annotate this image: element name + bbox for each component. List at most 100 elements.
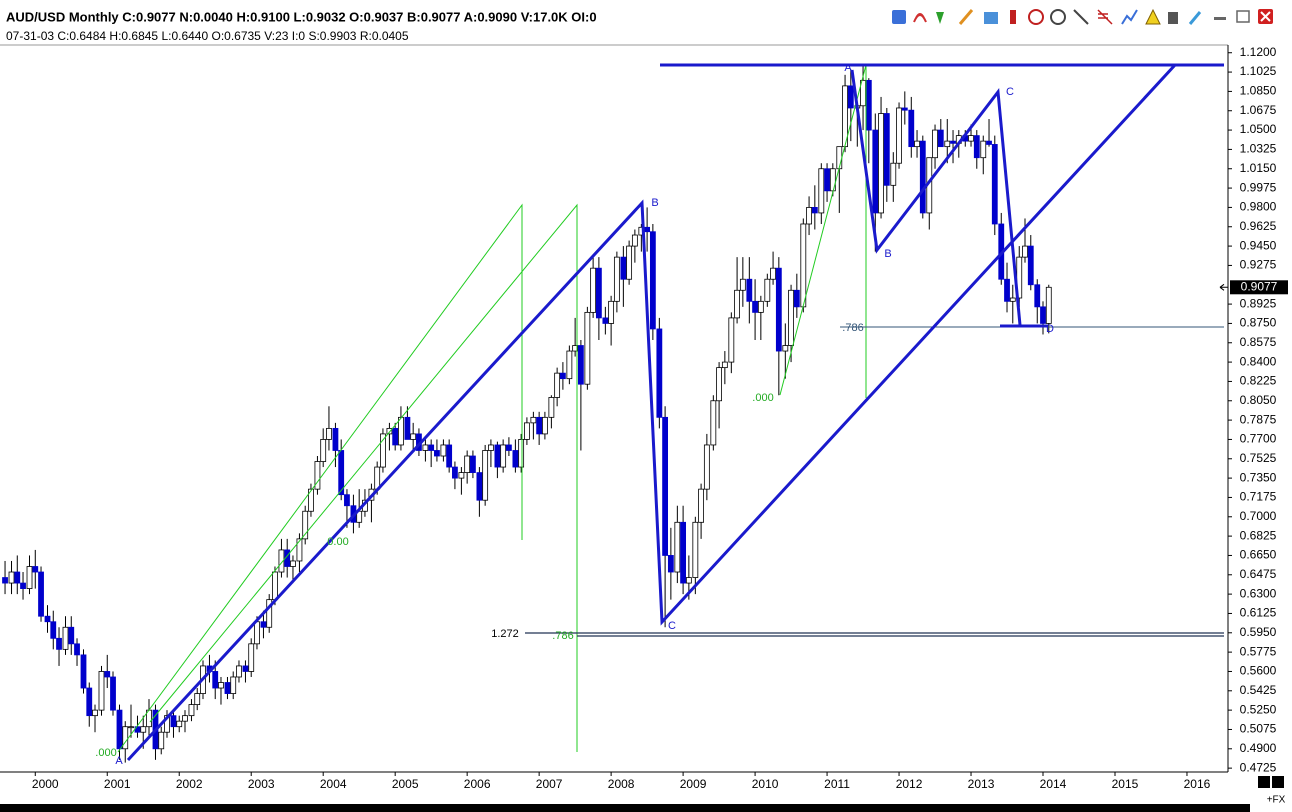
y-tick-label: 0.8575	[1240, 335, 1277, 349]
candle-body	[901, 107, 908, 111]
tool-icon[interactable]	[1188, 11, 1202, 25]
candle-body	[272, 571, 278, 601]
y-tick-label: 0.5075	[1240, 722, 1277, 736]
candle-body	[182, 715, 188, 722]
candle-body	[140, 726, 147, 733]
candle-body	[806, 207, 812, 225]
green-pattern	[117, 203, 523, 753]
candle-body	[50, 621, 57, 639]
window-close-x[interactable]	[1260, 11, 1271, 22]
candle-body	[752, 300, 758, 313]
candle-body	[548, 397, 555, 418]
candle-body	[847, 85, 854, 109]
candle-body	[1034, 284, 1041, 308]
candle-body	[464, 455, 471, 473]
annotation: C	[1006, 86, 1014, 98]
price-box	[1230, 280, 1288, 295]
candle-body	[404, 416, 411, 440]
candle-body	[728, 317, 735, 363]
tool-icon[interactable]	[1028, 9, 1044, 25]
tool-icon[interactable]	[913, 13, 927, 23]
candle-body	[86, 687, 93, 717]
x-tick-label: 2004	[320, 777, 347, 791]
candle-body	[422, 444, 429, 451]
candle-body	[716, 367, 722, 402]
candle-body	[506, 444, 512, 451]
candle-body	[224, 682, 231, 694]
x-tick-label: 2000	[32, 777, 59, 791]
y-tick-label: 0.4900	[1240, 741, 1277, 755]
tool-icon[interactable]	[936, 12, 944, 24]
y-tick-label: 0.5425	[1240, 683, 1277, 697]
x-tick-label: 2016	[1184, 777, 1211, 791]
annotation: C	[668, 620, 676, 632]
candle-body	[566, 350, 573, 380]
tool-icon[interactable]	[958, 9, 974, 25]
tool-icon[interactable]	[984, 12, 998, 24]
candle-body	[1009, 297, 1016, 302]
candle-body	[260, 621, 267, 628]
candle-body	[595, 267, 602, 319]
candle-body	[14, 571, 21, 584]
x-tick-label: 2005	[392, 777, 419, 791]
y-tick-label: 1.0675	[1240, 103, 1277, 117]
tool-icon[interactable]	[1145, 8, 1161, 25]
candle-body	[991, 144, 998, 225]
y-tick-label: 1.1200	[1240, 45, 1277, 59]
candle-body	[398, 416, 404, 446]
candle-body	[494, 444, 501, 468]
annotation: D	[1046, 323, 1054, 335]
scrollbar[interactable]	[0, 804, 1250, 812]
candle-body	[488, 444, 494, 451]
tool-icon[interactable]	[1097, 9, 1113, 25]
candle-body	[836, 146, 843, 170]
tool-icon[interactable]	[1121, 9, 1138, 25]
candle-body	[613, 256, 620, 302]
candle-body	[554, 372, 561, 398]
x-tick-label: 2001	[104, 777, 131, 791]
tool-icon[interactable]	[1073, 9, 1089, 25]
candle-body	[775, 267, 782, 352]
window-minimize[interactable]	[1214, 17, 1226, 20]
tool-icon[interactable]	[1010, 10, 1016, 24]
candle-body	[452, 466, 458, 479]
corner-button[interactable]	[1272, 776, 1284, 788]
x-tick-label: 2008	[608, 777, 635, 791]
y-tick-label: 1.0150	[1240, 161, 1277, 175]
candle-body	[332, 427, 339, 451]
candle-body	[326, 427, 332, 440]
candle-body	[194, 693, 201, 706]
annotation: B	[884, 248, 891, 260]
tool-icon[interactable]	[1168, 12, 1178, 24]
toolbar[interactable]	[892, 8, 1273, 25]
candle-body	[919, 140, 926, 214]
candle-body	[74, 643, 80, 656]
drawings	[117, 63, 1224, 762]
corner-button[interactable]	[1258, 776, 1270, 788]
window-maximize[interactable]	[1236, 10, 1250, 23]
candle-body	[1004, 278, 1010, 302]
candle-body	[92, 709, 98, 717]
subheader: 07-31-03 C:0.6484 H:0.6845 L:0.6440 O:0.…	[6, 29, 409, 43]
candle-body	[1045, 286, 1052, 324]
blue-line	[126, 63, 1177, 762]
candle-body	[1027, 245, 1034, 286]
candle-body	[788, 289, 794, 346]
x-tick-label: 2003	[248, 777, 275, 791]
candle-body	[680, 521, 687, 584]
candle-body	[662, 416, 669, 556]
tool-icon[interactable]	[892, 10, 906, 24]
candle-body	[476, 472, 483, 501]
candle-body	[620, 256, 627, 280]
candle-body	[482, 450, 489, 501]
candle-body	[446, 444, 453, 468]
x-tick-label: 2013	[968, 777, 995, 791]
candle-body	[878, 113, 884, 214]
y-tick-label: 0.7700	[1240, 432, 1277, 446]
candle-body	[739, 278, 746, 291]
candle-body	[811, 207, 818, 214]
candle-body	[541, 416, 548, 435]
tool-icon[interactable]	[1050, 9, 1066, 25]
candle-body	[248, 643, 255, 672]
